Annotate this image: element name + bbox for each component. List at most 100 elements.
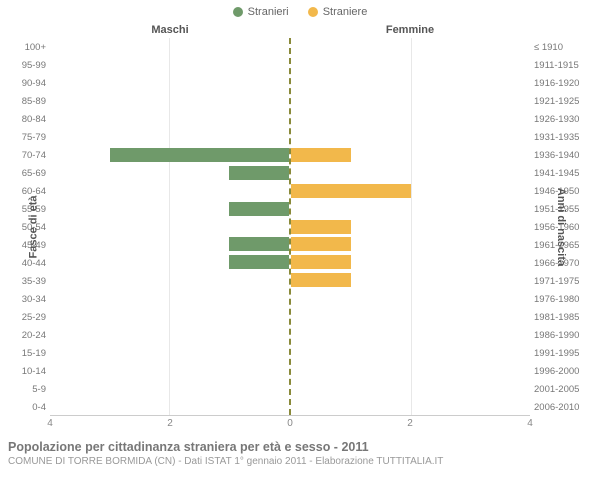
birthyear-tick: 1926-1930: [530, 110, 592, 128]
birthyear-tick: 1991-1995: [530, 344, 592, 362]
age-tick: 0-4: [8, 398, 50, 416]
bar-row-maschi: [50, 235, 289, 253]
bar-row-femmine: [291, 200, 530, 218]
caption-title: Popolazione per cittadinanza straniera p…: [8, 440, 592, 454]
birthyear-tick: 1936-1940: [530, 146, 592, 164]
x-ticks: 4 2 0 2 4: [50, 418, 530, 432]
x-tick: 2: [167, 418, 173, 429]
bar-femmine: [291, 184, 411, 198]
bar-row-maschi: [50, 397, 289, 415]
bar-maschi: [110, 148, 289, 162]
bar-maschi: [229, 166, 289, 180]
header-femmine: Femmine: [290, 24, 530, 36]
age-tick: 25-29: [8, 308, 50, 326]
birthyear-tick: 1976-1980: [530, 290, 592, 308]
age-tick: 5-9: [8, 380, 50, 398]
bar-row-maschi: [50, 164, 289, 182]
bar-row-femmine: [291, 307, 530, 325]
age-tick: 100+: [8, 38, 50, 56]
birthyear-tick: 2006-2010: [530, 398, 592, 416]
bar-row-femmine: [291, 325, 530, 343]
bar-row-femmine: [291, 289, 530, 307]
header-maschi: Maschi: [50, 24, 290, 36]
bar-femmine: [291, 148, 351, 162]
age-tick: 95-99: [8, 56, 50, 74]
x-tick: 4: [47, 418, 53, 429]
column-headers: Maschi Femmine: [8, 24, 592, 36]
bar-row-maschi: [50, 325, 289, 343]
bar-row-maschi: [50, 289, 289, 307]
bar-row-maschi: [50, 128, 289, 146]
plot-area: Fasce di età Anni di nascita 100+95-9990…: [8, 38, 592, 416]
x-tick: 4: [527, 418, 533, 429]
bar-femmine: [291, 237, 351, 251]
bar-row-maschi: [50, 271, 289, 289]
bar-row-femmine: [291, 218, 530, 236]
bar-row-femmine: [291, 164, 530, 182]
age-tick: 65-69: [8, 164, 50, 182]
birthyear-tick: ≤ 1910: [530, 38, 592, 56]
birthyear-tick: 1911-1915: [530, 56, 592, 74]
bar-row-maschi: [50, 253, 289, 271]
bar-femmine: [291, 255, 351, 269]
bar-row-femmine: [291, 92, 530, 110]
bar-row-femmine: [291, 182, 530, 200]
bar-row-maschi: [50, 92, 289, 110]
bar-row-maschi: [50, 200, 289, 218]
age-tick: 90-94: [8, 74, 50, 92]
bar-row-femmine: [291, 74, 530, 92]
caption-subtitle: COMUNE DI TORRE BORMIDA (CN) - Dati ISTA…: [8, 456, 592, 467]
bar-row-femmine: [291, 110, 530, 128]
y-axis-label-right: Anni di nascita: [555, 188, 567, 266]
swatch-straniere: [308, 7, 318, 17]
bar-row-femmine: [291, 146, 530, 164]
bar-row-maschi: [50, 379, 289, 397]
age-tick: 80-84: [8, 110, 50, 128]
legend: Stranieri Straniere: [8, 6, 592, 20]
bar-femmine: [291, 273, 351, 287]
bar-row-femmine: [291, 343, 530, 361]
bar-row-femmine: [291, 56, 530, 74]
bar-maschi: [229, 255, 289, 269]
age-tick: 35-39: [8, 272, 50, 290]
x-axis: 4 2 0 2 4: [8, 418, 592, 432]
bar-row-maschi: [50, 343, 289, 361]
bar-row-maschi: [50, 146, 289, 164]
bar-row-maschi: [50, 182, 289, 200]
bar-row-femmine: [291, 379, 530, 397]
birthyear-tick: 1921-1925: [530, 92, 592, 110]
legend-item-stranieri: Stranieri: [233, 6, 289, 18]
age-tick: 75-79: [8, 128, 50, 146]
bar-row-femmine: [291, 397, 530, 415]
birthyear-tick: 1971-1975: [530, 272, 592, 290]
chart-half-femmine: [291, 38, 530, 415]
age-tick: 70-74: [8, 146, 50, 164]
bar-row-maschi: [50, 218, 289, 236]
bar-row-femmine: [291, 361, 530, 379]
birthyear-tick: 1986-1990: [530, 326, 592, 344]
age-tick: 10-14: [8, 362, 50, 380]
x-tick: 0: [287, 418, 293, 429]
legend-label-straniere: Straniere: [323, 6, 368, 18]
swatch-stranieri: [233, 7, 243, 17]
bar-row-femmine: [291, 253, 530, 271]
birthyear-tick: 1996-2000: [530, 362, 592, 380]
age-tick: 30-34: [8, 290, 50, 308]
y-axis-label-left: Fasce di età: [27, 196, 39, 259]
bar-row-femmine: [291, 235, 530, 253]
bar-row-maschi: [50, 56, 289, 74]
chart: [50, 38, 530, 416]
birthyear-tick: 1916-1920: [530, 74, 592, 92]
bar-row-femmine: [291, 128, 530, 146]
bar-maschi: [229, 237, 289, 251]
chart-half-maschi: [50, 38, 291, 415]
bar-row-femmine: [291, 271, 530, 289]
birthyear-tick: 2001-2005: [530, 380, 592, 398]
bar-femmine: [291, 220, 351, 234]
x-tick: 2: [407, 418, 413, 429]
bar-row-femmine: [291, 38, 530, 56]
age-tick: 85-89: [8, 92, 50, 110]
legend-label-stranieri: Stranieri: [248, 6, 289, 18]
age-tick: 15-19: [8, 344, 50, 362]
bar-row-maschi: [50, 38, 289, 56]
